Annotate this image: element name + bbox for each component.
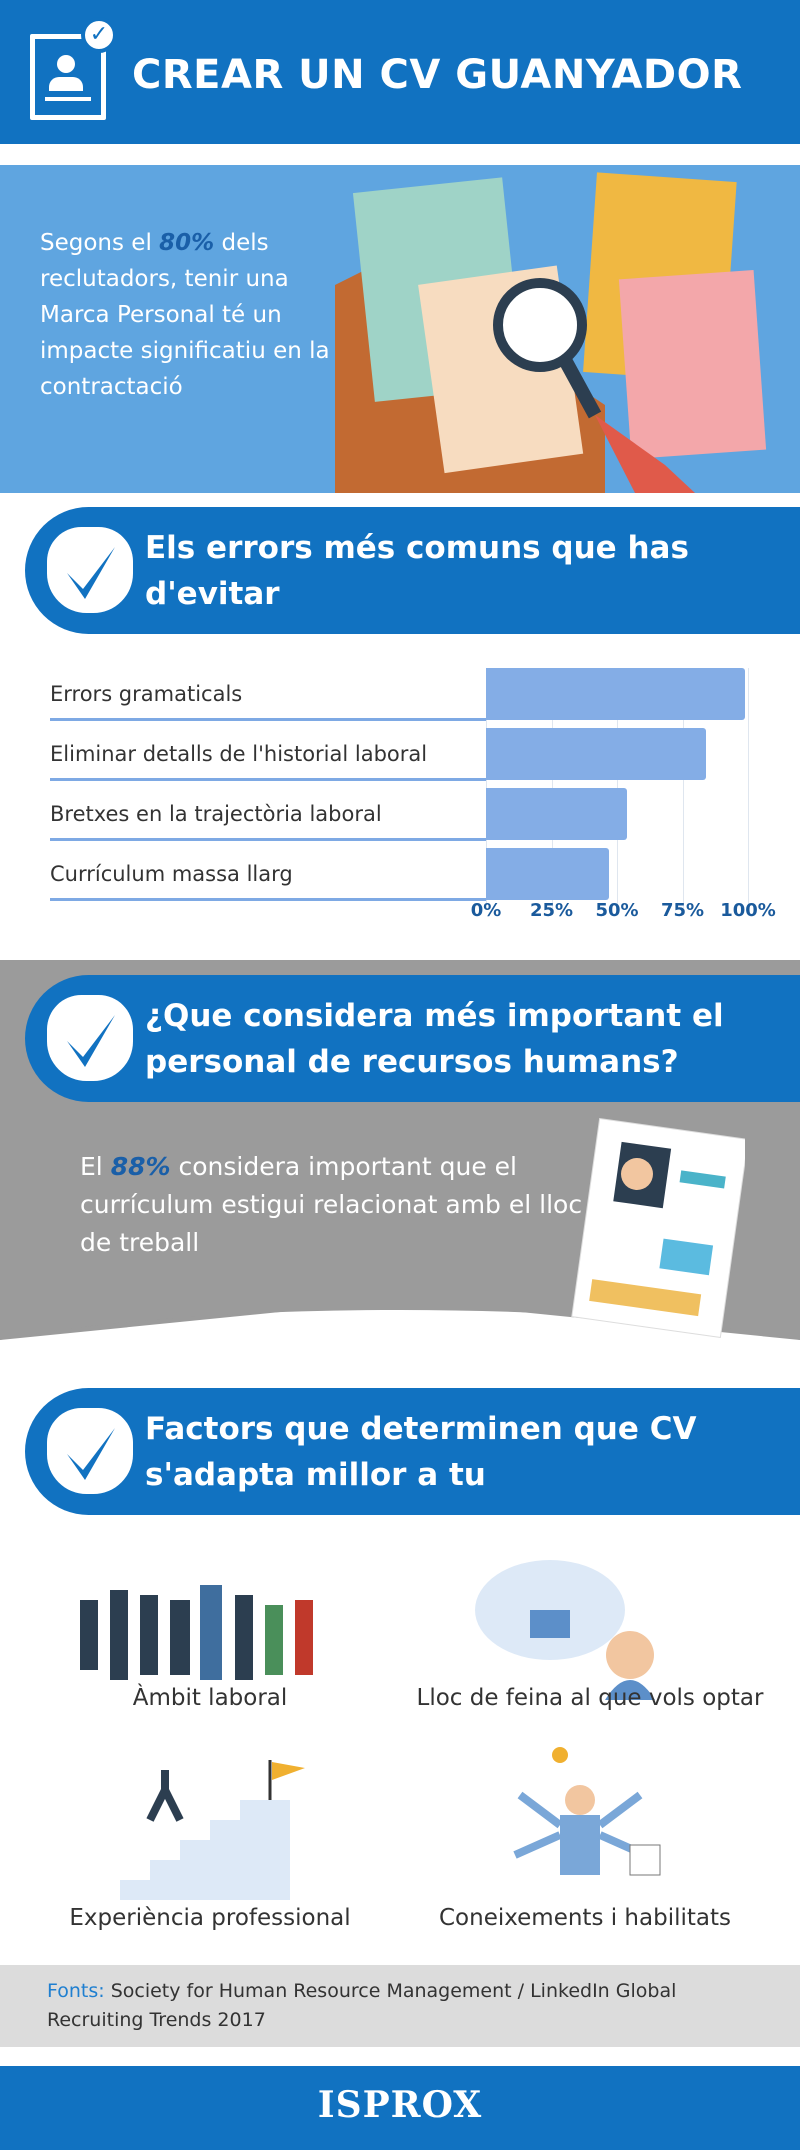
bar-label: Errors gramaticals (50, 682, 243, 706)
workplace-icon (475, 1560, 655, 1700)
check-icon (47, 527, 133, 613)
errors-header: Els errors més comuns que has d'evitar (25, 507, 800, 634)
header: ✓ CREAR UN CV GUANYADOR (0, 0, 800, 148)
page-title: CREAR UN CV GUANYADOR (132, 52, 743, 98)
intro-highlight: 80% (159, 230, 215, 256)
hr-header: ¿Que considera més important el personal… (25, 975, 800, 1102)
resume-icon (571, 1118, 745, 1338)
footer: ISPROX (0, 2066, 800, 2150)
x-tick-label: 100% (720, 900, 776, 921)
row-underline (50, 718, 486, 721)
gridline (682, 668, 684, 908)
hr-title: ¿Que considera més important el personal… (145, 998, 724, 1080)
hr-text: El 88% considera important que el curríc… (80, 1152, 583, 1257)
bar (486, 848, 610, 900)
sources: Fonts: Society for Human Resource Manage… (0, 1965, 800, 2047)
bar-label: Currículum massa llarg (50, 862, 293, 886)
bar (486, 668, 746, 720)
x-tick-label: 50% (595, 900, 639, 921)
bar (486, 728, 707, 780)
hr-highlight: 88% (110, 1152, 171, 1181)
bar (486, 788, 628, 840)
factor-label: Coneixements i habilitats (438, 1905, 731, 1931)
errors-title: Els errors més comuns que has d'evitar (145, 530, 689, 612)
workers-icon (80, 1585, 313, 1680)
resumes-illustration (335, 172, 767, 493)
stairs-flag-icon (120, 1760, 305, 1900)
check-icon (47, 1408, 133, 1494)
factors-header: Factors que determinen que CV s'adapta m… (25, 1388, 800, 1515)
x-tick-label: 0% (470, 900, 502, 921)
x-tick-label: 25% (529, 900, 574, 921)
multitask-icon (513, 1747, 661, 1876)
factors-grid: Àmbit laboral Lloc de feina al que vols … (0, 1530, 800, 1960)
row-underline (50, 778, 486, 781)
factor-label: Àmbit laboral (132, 1685, 288, 1711)
sources-text: Society for Human Resource Management / … (47, 1980, 677, 2031)
intro-section: Segons el 80% dels reclutadors, tenir un… (0, 165, 800, 493)
factors-title: Factors que determinen que CV s'adapta m… (145, 1411, 697, 1493)
check-icon (47, 995, 133, 1081)
isprox-logo: ISPROX (317, 2084, 483, 2126)
gridline (748, 668, 749, 908)
intro-text: Segons el 80% dels reclutadors, tenir un… (40, 230, 330, 400)
bar-label: Bretxes en la trajectòria laboral (50, 802, 382, 826)
row-underline (50, 838, 486, 841)
factor-label: Lloc de feina al que vols optar (416, 1685, 764, 1711)
sources-label: Fonts: (47, 1980, 105, 2002)
row-underline (50, 898, 486, 901)
x-tick-label: 75% (660, 900, 705, 921)
profile-check-icon: ✓ (30, 17, 117, 120)
bar-label: Eliminar detalls de l'historial laboral (50, 742, 428, 766)
errors-chart: 0% 25% 50% 75% 100% Errors gramaticals Elimina… (0, 650, 800, 950)
factor-label: Experiència professional (69, 1905, 351, 1931)
